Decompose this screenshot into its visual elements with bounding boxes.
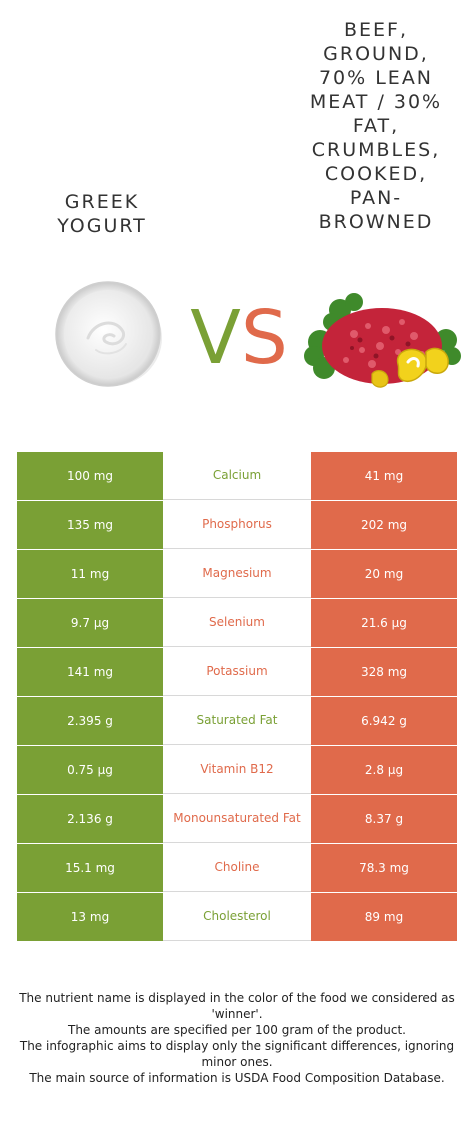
left-value: 9.7 µg: [17, 599, 163, 647]
nutrient-name: Phosphorus: [163, 501, 311, 549]
table-row: 13 mg Cholesterol 89 mg: [17, 893, 457, 942]
left-value: 135 mg: [17, 501, 163, 549]
left-value: 11 mg: [17, 550, 163, 598]
table-row: 9.7 µg Selenium 21.6 µg: [17, 599, 457, 648]
right-value: 21.6 µg: [311, 599, 457, 647]
table-row: 135 mg Phosphorus 202 mg: [17, 501, 457, 550]
vs-label: VS: [184, 298, 294, 378]
footer-notes: The nutrient name is displayed in the co…: [10, 990, 464, 1086]
right-value: 78.3 mg: [311, 844, 457, 892]
left-value: 0.75 µg: [17, 746, 163, 794]
nutrient-name: Selenium: [163, 599, 311, 647]
table-row: 15.1 mg Choline 78.3 mg: [17, 844, 457, 893]
right-value: 20 mg: [311, 550, 457, 598]
table-row: 2.136 g Monounsaturated Fat 8.37 g: [17, 795, 457, 844]
left-value: 15.1 mg: [17, 844, 163, 892]
left-value: 141 mg: [17, 648, 163, 696]
footer-line: The main source of information is USDA F…: [29, 1071, 445, 1085]
table-row: 0.75 µg Vitamin B12 2.8 µg: [17, 746, 457, 795]
right-value: 6.942 g: [311, 697, 457, 745]
greek-yogurt-bowl-icon: [55, 281, 162, 387]
nutrient-name: Cholesterol: [163, 893, 311, 941]
table-row: 100 mg Calcium 41 mg: [17, 452, 457, 501]
nutrient-name: Potassium: [163, 648, 311, 696]
footer-line: The amounts are specified per 100 gram o…: [67, 1023, 406, 1037]
right-value: 89 mg: [311, 893, 457, 941]
ground-beef-icon: [304, 293, 461, 388]
table-row: 11 mg Magnesium 20 mg: [17, 550, 457, 599]
right-value: 2.8 µg: [311, 746, 457, 794]
food-title-left: GREEK YOGURT: [57, 191, 147, 237]
nutrient-name: Magnesium: [163, 550, 311, 598]
nutrient-name: Vitamin B12: [163, 746, 311, 794]
right-value: 8.37 g: [311, 795, 457, 843]
vs-v: V: [190, 295, 241, 381]
nutrient-name: Monounsaturated Fat: [163, 795, 311, 843]
footer-line: The nutrient name is displayed in the co…: [19, 991, 455, 1021]
nutrient-name: Saturated Fat: [163, 697, 311, 745]
right-value: 202 mg: [311, 501, 457, 549]
footer-line: The infographic aims to display only the…: [19, 1039, 455, 1069]
left-value: 2.136 g: [17, 795, 163, 843]
table-row: 141 mg Potassium 328 mg: [17, 648, 457, 697]
left-value: 2.395 g: [17, 697, 163, 745]
vs-s: S: [240, 295, 288, 381]
right-value: 328 mg: [311, 648, 457, 696]
table-row: 2.395 g Saturated Fat 6.942 g: [17, 697, 457, 746]
nutrient-name: Choline: [163, 844, 311, 892]
left-value: 100 mg: [17, 452, 163, 500]
food-title-right: BEEF, GROUND, 70% LEAN MEAT / 30% FAT, C…: [309, 19, 443, 233]
nutrient-table: 100 mg Calcium 41 mg 135 mg Phosphorus 202 mg…: [17, 452, 457, 942]
left-value: 13 mg: [17, 893, 163, 941]
right-value: 41 mg: [311, 452, 457, 500]
nutrient-name: Calcium: [163, 452, 311, 500]
